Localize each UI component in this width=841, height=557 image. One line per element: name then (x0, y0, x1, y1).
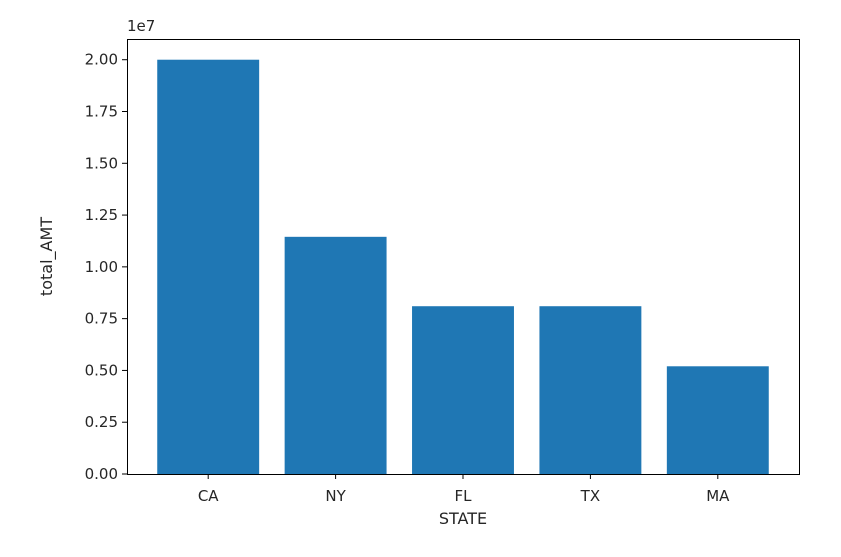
y-tick-label: 0.25 (85, 413, 118, 431)
x-tick-label: CA (198, 487, 219, 505)
x-axis-label: STATE (439, 509, 487, 528)
y-axis-offset-label: 1e7 (127, 17, 155, 35)
y-tick-label: 1.50 (85, 154, 118, 172)
y-tick-label: 1.75 (85, 103, 118, 121)
bar-fl (412, 306, 514, 474)
x-axis-ticks: CA NY FL TX MA (198, 474, 730, 505)
bars-group (157, 59, 769, 474)
bar-ny (284, 236, 387, 474)
x-tick-label: MA (706, 487, 730, 505)
bar-ca (157, 59, 260, 474)
y-tick-label: 1.25 (85, 206, 118, 224)
bar-tx (539, 306, 642, 474)
y-tick-label: 1.00 (85, 258, 118, 276)
y-tick-label: 0.00 (85, 465, 118, 483)
y-tick-label: 0.75 (85, 310, 118, 328)
plot-frame (127, 39, 800, 475)
x-tick-label: FL (455, 487, 473, 505)
x-tick-label: NY (325, 487, 346, 505)
bar-ma (666, 366, 769, 474)
x-tick-label: TX (580, 487, 600, 505)
y-axis-ticks: 0.00 0.25 0.50 0.75 1.00 1.25 1.50 1.75 2.00 (85, 51, 127, 483)
y-tick-label: 2.00 (85, 51, 118, 69)
y-tick-label: 0.50 (85, 361, 118, 379)
y-axis-label: total_AMT (37, 217, 57, 296)
